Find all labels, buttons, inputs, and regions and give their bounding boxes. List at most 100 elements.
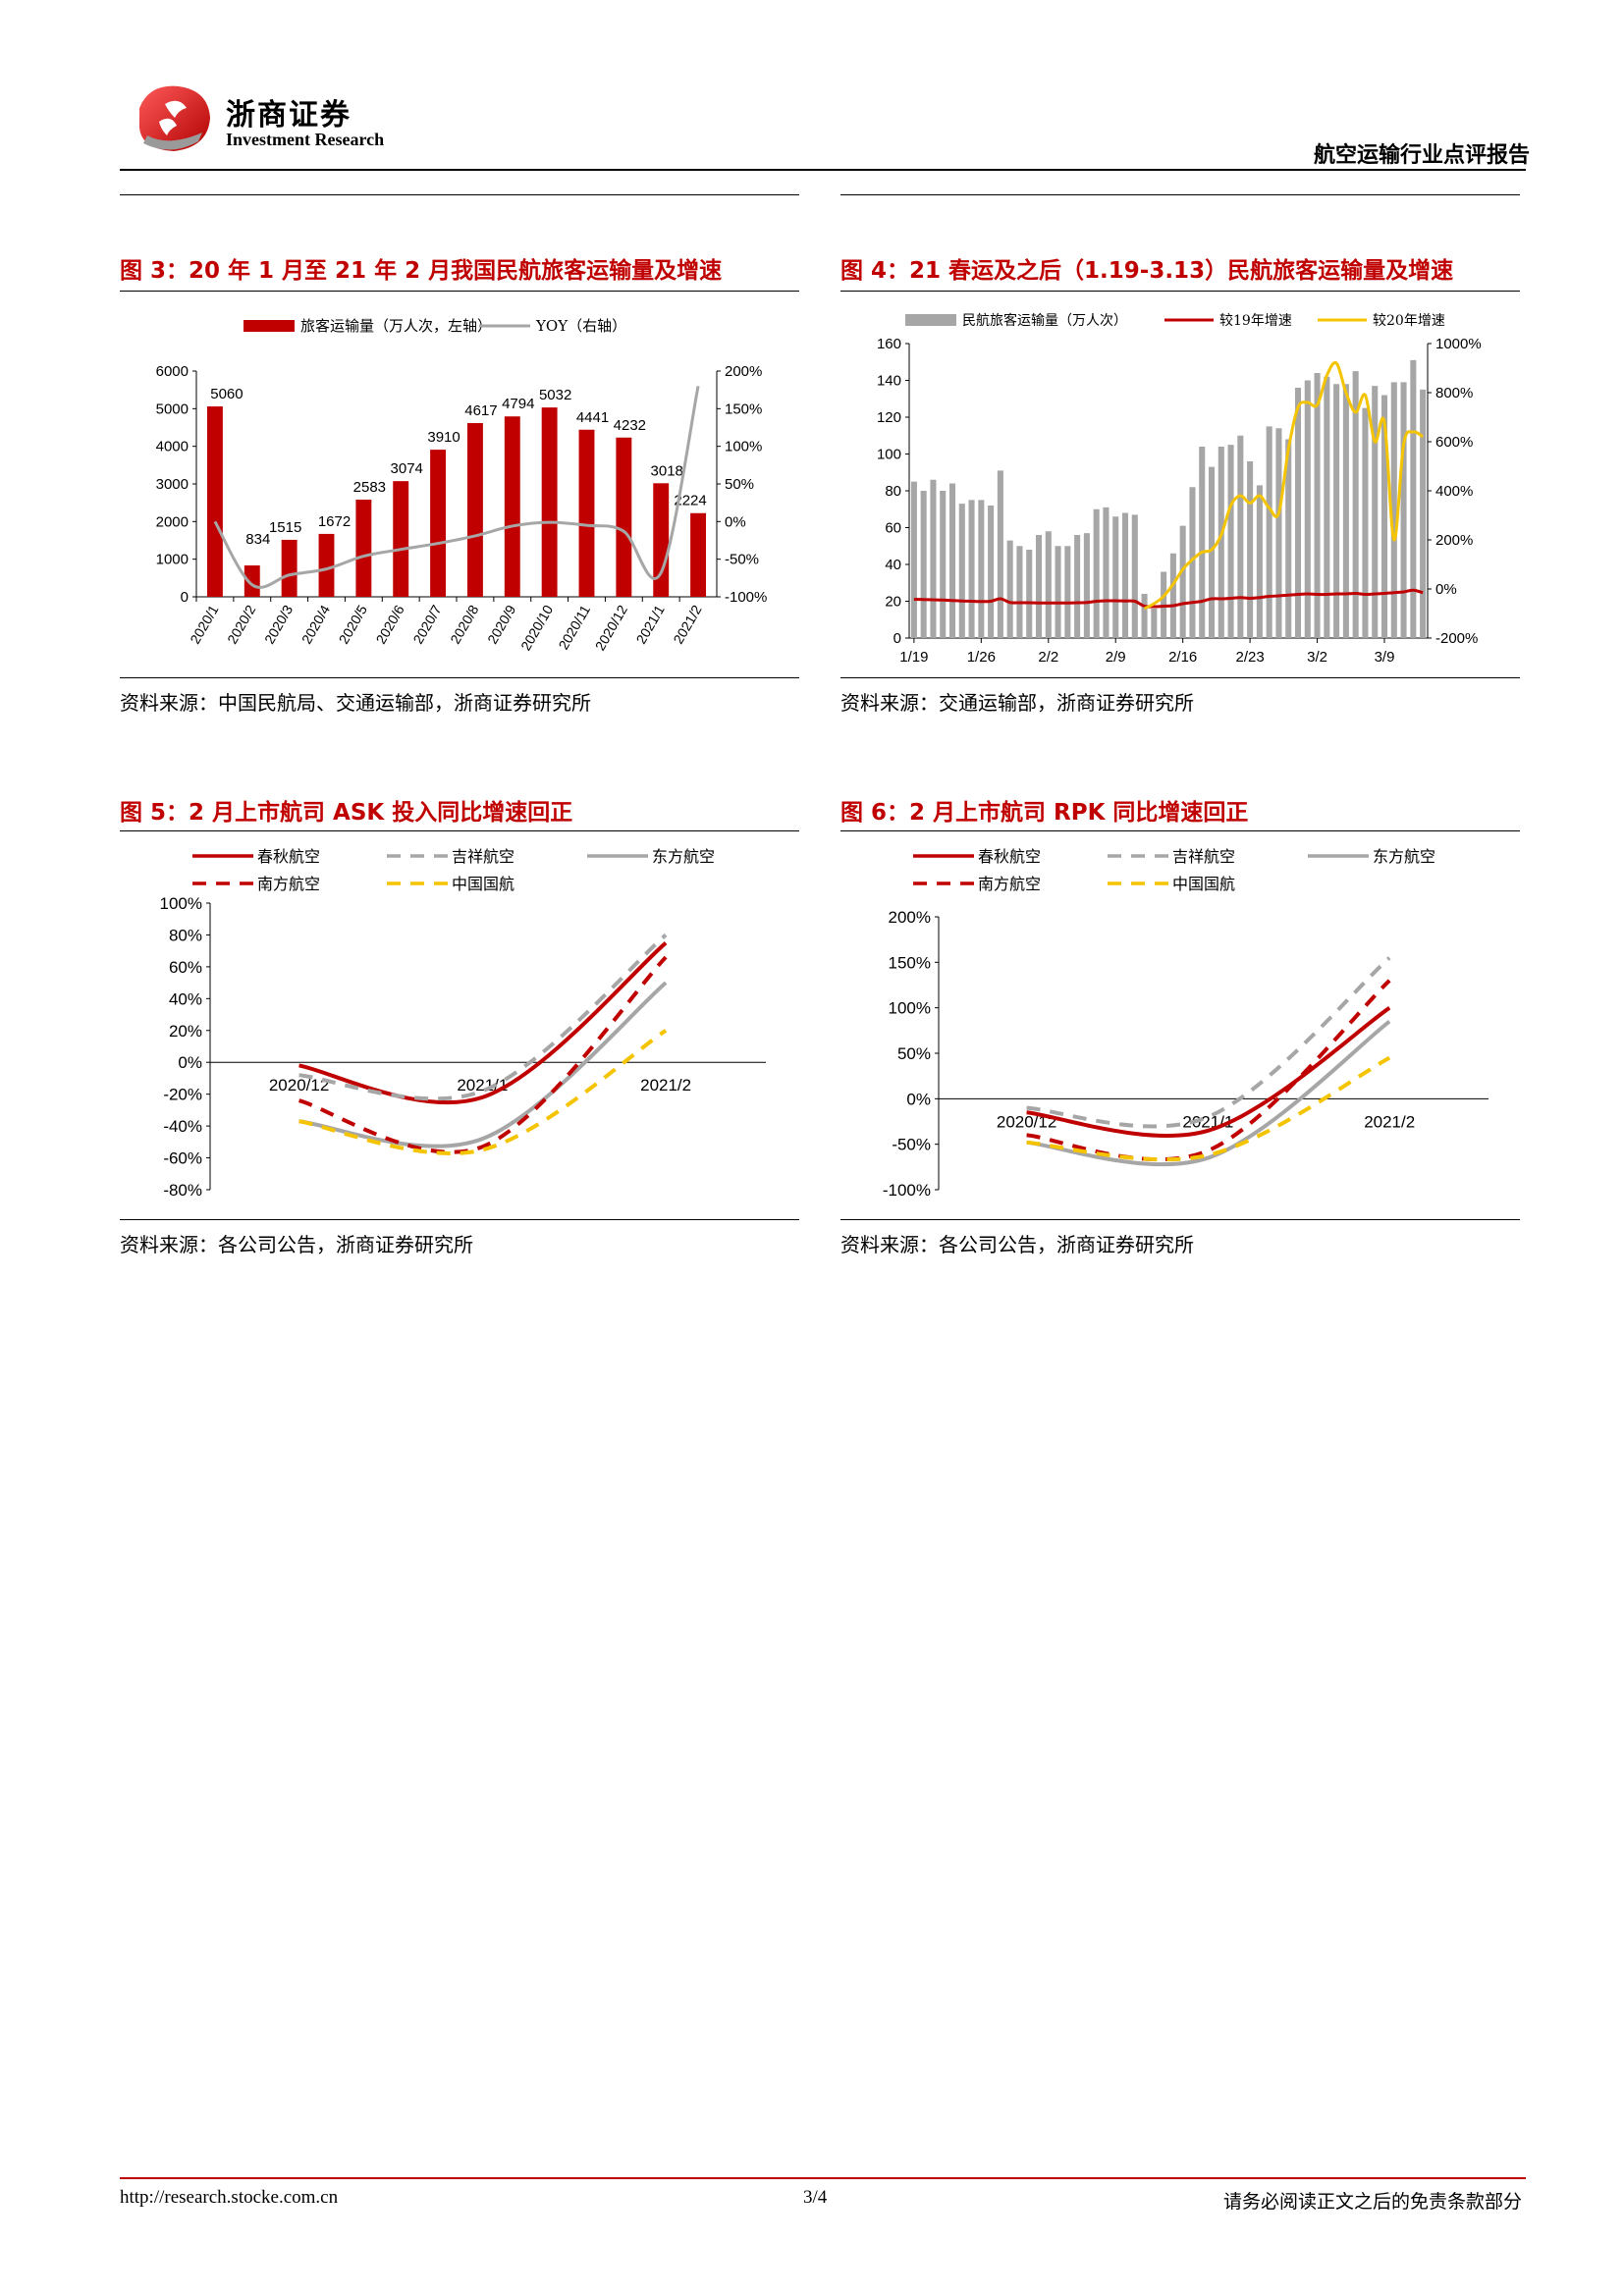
y-tick-label: 80% <box>169 926 202 944</box>
bar <box>1390 382 1397 638</box>
y-tick-label-left: 0 <box>893 630 901 647</box>
x-tick-label: 1/26 <box>967 649 996 666</box>
y-tick-label: -40% <box>163 1117 202 1136</box>
bar <box>430 450 447 597</box>
fig3-top-rule <box>120 194 799 195</box>
y-tick-label-right: 600% <box>1435 434 1473 451</box>
legend-label: 吉祥航空 <box>452 847 514 866</box>
fig3-source: 资料来源：中国民航局、交通运输部，浙商证券研究所 <box>120 691 591 715</box>
fig3-title: 图 3：20 年 1 月至 21 年 2 月我国民航旅客运输量及增速 <box>120 258 723 284</box>
bar <box>1112 516 1119 638</box>
bar-data-label: 5032 <box>539 387 571 403</box>
bar <box>948 483 956 638</box>
bar <box>1026 550 1033 638</box>
y-tick-label-right: 0% <box>725 513 746 530</box>
bar <box>1064 546 1071 638</box>
bar <box>920 491 927 638</box>
y-tick-label: -100% <box>883 1181 931 1200</box>
y-tick-label: 150% <box>889 953 931 972</box>
bar <box>504 416 520 597</box>
series-line <box>1026 1019 1391 1167</box>
y-tick-label-right: 200% <box>1435 532 1473 549</box>
series-line <box>298 1029 668 1155</box>
bar <box>910 481 917 638</box>
series-line <box>1026 956 1391 1129</box>
x-tick-label: 2020/5 <box>336 602 370 646</box>
bar <box>1304 380 1311 638</box>
fig4-title: 图 4：21 春运及之后（1.19-3.13）民航旅客运输量及增速 <box>840 258 1454 284</box>
x-tick-label: 2020/12 <box>997 1112 1056 1131</box>
company-logo <box>130 79 218 159</box>
footer-url[interactable]: http://research.stocke.com.cn <box>120 2187 339 2208</box>
legend-bar-swatch <box>905 314 956 326</box>
bar <box>206 406 223 597</box>
bar <box>1016 546 1023 638</box>
x-tick-label: 1/19 <box>899 649 928 666</box>
report-title: 航空运输行业点评报告 <box>1313 143 1530 168</box>
bar-data-label: 4794 <box>502 396 534 412</box>
fig3-bottom-rule <box>120 677 799 678</box>
y-tick-label-left: 20 <box>885 594 901 611</box>
bar <box>393 481 409 597</box>
bar <box>988 506 995 638</box>
y-tick-label-left: 4000 <box>156 439 189 455</box>
y-tick-label-right: 400% <box>1435 483 1473 500</box>
y-tick-label: -50% <box>892 1136 931 1154</box>
series-line <box>1026 979 1391 1162</box>
bar <box>1294 388 1302 638</box>
y-tick-label: -80% <box>163 1181 202 1200</box>
footer-disclaimer: 请务必阅读正文之后的免责条款部分 <box>1222 2191 1522 2213</box>
bar <box>578 429 595 597</box>
x-tick-label: 2/23 <box>1236 649 1265 666</box>
y-tick-label: 0% <box>178 1053 202 1072</box>
y-tick-label-left: 60 <box>885 520 901 537</box>
y-tick-label-left: 100 <box>877 447 901 463</box>
bar <box>1179 525 1186 638</box>
y-tick-label-right: -50% <box>725 552 759 568</box>
bar <box>355 499 372 597</box>
bar <box>1324 376 1330 638</box>
bar <box>616 437 632 597</box>
bar-data-label: 3074 <box>391 460 423 477</box>
bar-data-label: 4617 <box>464 402 497 419</box>
x-tick-label: 2020/12 <box>592 602 630 653</box>
x-tick-label: 2020/7 <box>409 602 444 646</box>
legend-bar-label: 旅客运输量（万人次，左轴） <box>300 317 492 335</box>
legend-label: 东方航空 <box>652 847 715 866</box>
legend-line-label: YOY（右轴） <box>535 317 626 335</box>
y-tick-label: -20% <box>163 1086 202 1104</box>
fig6-source: 资料来源：各公司公告，浙商证券研究所 <box>840 1233 1194 1256</box>
bar <box>930 479 937 638</box>
x-tick-label: 2020/11 <box>555 602 593 652</box>
series-line <box>1026 1006 1391 1138</box>
y-tick-label-right: 800% <box>1435 385 1473 401</box>
series-line <box>298 981 668 1148</box>
fig4-source: 资料来源：交通运输部，浙商证券研究所 <box>840 691 1194 715</box>
bar <box>978 500 985 638</box>
bar <box>1247 461 1254 638</box>
bar <box>281 539 298 597</box>
bar <box>1055 546 1061 638</box>
x-tick-label: 2020/9 <box>484 602 518 646</box>
bar <box>1372 386 1379 638</box>
y-tick-label: 100% <box>889 999 931 1018</box>
bar <box>1199 447 1206 638</box>
bar <box>1256 485 1263 638</box>
x-tick-label: 2020/2 <box>224 602 258 646</box>
bar-data-label: 3018 <box>651 462 683 479</box>
bar-data-label: 1515 <box>269 519 301 536</box>
bar <box>1141 594 1148 638</box>
x-tick-label: 2020/3 <box>261 602 296 646</box>
legend-bar-label: 民航旅客运输量（万人次） <box>962 312 1127 329</box>
logo-en-text: Investment Research <box>226 130 385 149</box>
bar <box>1074 535 1081 638</box>
y-tick-label: 40% <box>169 989 202 1008</box>
series-line <box>1026 1055 1391 1162</box>
legend-label: 南方航空 <box>257 875 320 893</box>
footer-rule <box>120 2177 1526 2179</box>
x-tick-label: 2020/4 <box>298 602 333 646</box>
bar <box>1266 426 1272 638</box>
x-tick-label: 3/9 <box>1375 649 1395 666</box>
bar <box>1083 533 1090 638</box>
x-tick-label: 2020/10 <box>517 602 556 653</box>
